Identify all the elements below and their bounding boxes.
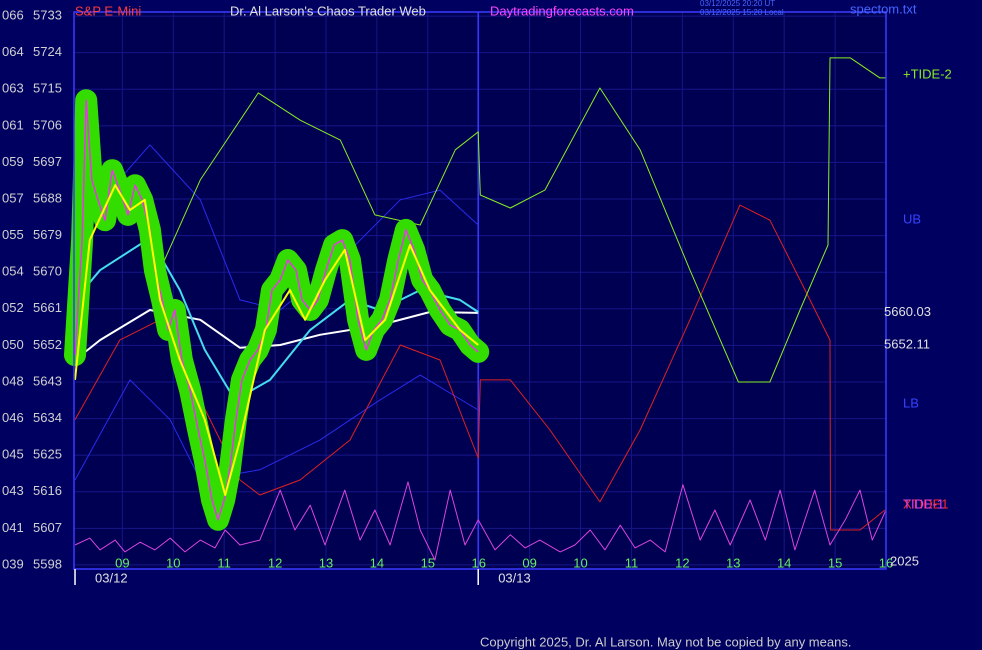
angle-label: 046 — [2, 410, 24, 425]
y-tick-label: 5733 — [33, 8, 62, 23]
year-label: 2025 — [890, 553, 919, 568]
series-line — [74, 99, 479, 521]
x-tick-label: 15 — [421, 555, 435, 570]
angle-label: 063 — [2, 81, 24, 96]
x-tick-label: 10 — [166, 555, 180, 570]
y-tick-label: 5697 — [33, 154, 62, 169]
x-tick-label: 09 — [522, 555, 536, 570]
angle-label: 057 — [2, 190, 24, 205]
angle-label: 052 — [2, 300, 24, 315]
x-tick-label: 10 — [573, 555, 587, 570]
series-line — [74, 481, 887, 561]
series-layer — [64, 57, 887, 561]
angle-label: 066 — [2, 8, 24, 23]
x-tick-label: 13 — [319, 555, 333, 570]
angle-label: 045 — [2, 447, 24, 462]
file-name: spectom.txt — [850, 1, 917, 16]
y-tick-label: 5625 — [33, 447, 62, 462]
y-tick-label: 5616 — [33, 483, 62, 498]
label-layer: 5733 066 5724 064 5715 063 5706 061 5697 059 5688 0… — [2, 8, 952, 586]
y-tick-label: 5670 — [33, 264, 62, 279]
series-name: UB — [903, 211, 921, 226]
x-tick-label: 16 — [471, 555, 485, 570]
series-name: XTIDE1 — [903, 496, 949, 511]
series-line — [159, 57, 886, 383]
last-value-label: 5652.11 — [884, 336, 930, 351]
copyright: Copyright 2025, Dr. Al Larson. May not b… — [480, 634, 851, 649]
x-tick-label: 12 — [268, 555, 282, 570]
plot-border — [73, 11, 887, 570]
y-tick-label: 5679 — [33, 227, 62, 242]
date-label: 03/13 — [498, 570, 531, 585]
x-tick-label: 09 — [115, 555, 129, 570]
y-tick-label: 5607 — [33, 520, 62, 535]
series-line — [74, 184, 479, 496]
x-tick-label: 12 — [675, 555, 689, 570]
site-name: Daytradingforecasts.com — [490, 3, 634, 18]
x-tick-label: 16 — [879, 555, 893, 570]
angle-label: 059 — [2, 154, 24, 169]
y-tick-label: 5634 — [33, 410, 62, 425]
angle-label: 043 — [2, 483, 24, 498]
x-tick-label: 14 — [777, 555, 791, 570]
y-tick-label: 5652 — [33, 337, 62, 352]
last-value-label: 5660.03 — [884, 304, 931, 319]
y-tick-label: 5724 — [33, 44, 62, 59]
date-label: 03/12 — [95, 570, 128, 585]
angle-label: 041 — [2, 520, 24, 535]
series-name: LB — [903, 395, 919, 410]
timestamp: 03/12/2025 20:20 UT — [700, 0, 775, 8]
angle-label: 048 — [2, 373, 24, 388]
angle-label: 055 — [2, 227, 24, 242]
y-tick-label: 5715 — [33, 81, 62, 96]
series-name: +TIDE-2 — [903, 66, 952, 81]
x-tick-label: 11 — [625, 555, 639, 570]
y-tick-label: 5688 — [33, 190, 62, 205]
x-tick-label: 15 — [828, 555, 842, 570]
y-tick-label: 5706 — [33, 117, 62, 132]
angle-label: 061 — [2, 117, 24, 132]
series-line — [74, 374, 479, 481]
angle-label: 050 — [2, 337, 24, 352]
x-tick-label: 13 — [726, 555, 740, 570]
chart-title: Dr. Al Larson's Chaos Trader Web — [230, 3, 426, 18]
angle-label: 039 — [2, 556, 24, 571]
angle-label: 054 — [2, 264, 24, 279]
y-tick-label: 5643 — [33, 373, 62, 388]
series-name: TIDE-1 — [903, 496, 944, 511]
plot-area — [74, 12, 886, 569]
x-tick-label: 11 — [217, 555, 231, 570]
y-tick-label: 5598 — [33, 556, 62, 571]
instrument: S&P E-Mini — [75, 3, 141, 18]
timestamp: 03/12/2025 15:20 Local — [700, 8, 784, 17]
y-tick-label: 5661 — [33, 300, 62, 315]
angle-label: 064 — [2, 44, 24, 59]
x-tick-label: 14 — [370, 555, 384, 570]
